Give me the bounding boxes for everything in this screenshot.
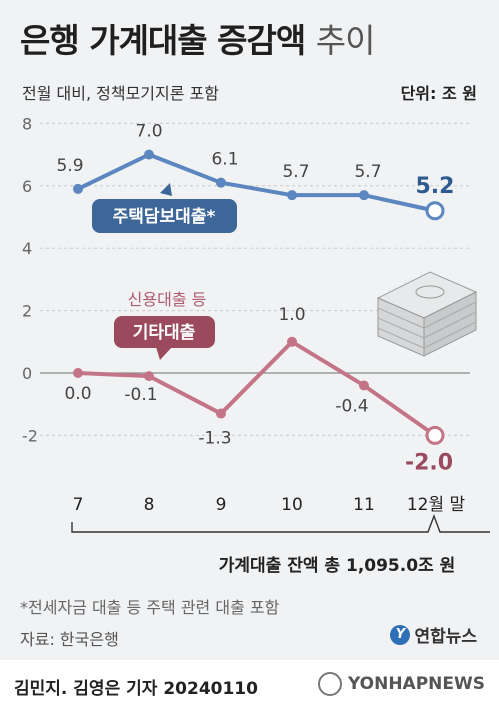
watermark-text: YONHAPNEWS — [347, 674, 485, 694]
brand-logo-mark: Y 연합뉴스 — [390, 622, 477, 647]
series-line — [77, 339, 437, 438]
data-label: -0.4 — [335, 396, 368, 416]
data-point — [144, 371, 154, 382]
data-point — [144, 149, 154, 160]
data-point — [73, 368, 83, 378]
series-line — [77, 152, 436, 213]
y-tick-label: 6 — [22, 177, 32, 196]
x-tick-label: 8 — [144, 495, 155, 515]
data-label: -0.1 — [124, 385, 157, 405]
data-point — [216, 177, 226, 188]
y-tick-label: -2 — [22, 426, 38, 445]
data-point — [73, 183, 83, 194]
line-chart: 8 6 4 2 0 -2 7 8 9 10 11 12월 말 5.9 7.0 6.1 5.7 5.7 5.2 0… — [22, 114, 490, 576]
x-tick-label: 10 — [281, 495, 303, 515]
x-tick-label: 9 — [216, 495, 227, 515]
data-label: 5.7 — [282, 162, 309, 182]
legend-other-label: 기타대출 — [133, 323, 196, 343]
series-points — [73, 149, 445, 445]
grid-lines — [40, 122, 470, 436]
balance-annotation: 가계대출 잔액 총 1,095.0조 원 — [71, 514, 490, 576]
bottom-bar — [0, 660, 499, 708]
y-tick-label: 2 — [22, 302, 32, 321]
y-tick-label: 4 — [22, 239, 32, 258]
x-tick-label: 11 — [353, 495, 375, 515]
chart-subtitle: 전월 대비, 정책모기지론 포함 — [22, 84, 219, 103]
legend-other-caption: 신용대출 등 — [128, 290, 207, 309]
yonhap-logo-icon: Y — [390, 624, 411, 645]
reporter-credit: 김민지. 김영은 기자 20240110 — [14, 679, 258, 699]
money-stack-illustration — [376, 271, 478, 357]
chart-title: 은행 가계대출 증감액 추이 — [20, 14, 376, 62]
data-label: 5.2 — [416, 174, 455, 199]
y-tick-label: 0 — [22, 364, 32, 383]
data-label: 1.0 — [278, 305, 305, 325]
source-label: 자료: 한국은행 — [20, 630, 119, 649]
data-point — [425, 201, 445, 221]
y-tick-label: 8 — [22, 114, 32, 133]
watermark: YONHAPNEWS — [317, 672, 485, 696]
data-label: 0.0 — [64, 384, 91, 404]
data-point — [425, 425, 445, 445]
series-data-labels: 5.9 7.0 6.1 5.7 5.7 5.2 0.0 -0.1 -1.3 1.0 -0.4 -2.0 — [56, 122, 454, 476]
data-point — [359, 190, 369, 201]
data-label: -1.3 — [198, 429, 231, 449]
watermark-logo-icon — [317, 672, 342, 696]
y-tick-labels: 8 6 4 2 0 -2 — [22, 114, 38, 445]
footnote: *전세자금 대출 등 주택 관련 대출 포함 — [20, 598, 280, 617]
legend-housing: 주택담보대출* — [92, 183, 237, 233]
data-label: 5.7 — [354, 162, 381, 182]
title-main: 은행 가계대출 증감액 — [20, 21, 306, 60]
legend-other: 신용대출 등 기타대출 — [114, 290, 215, 360]
title-suffix: 추이 — [315, 21, 376, 60]
data-label: 5.9 — [56, 156, 83, 176]
brand-name: 연합뉴스 — [414, 627, 477, 647]
series-lines — [77, 152, 437, 438]
legend-housing-label: 주택담보대출* — [113, 207, 216, 227]
data-point — [287, 336, 297, 347]
data-label: 6.1 — [211, 150, 238, 170]
unit-label: 단위: 조 원 — [400, 84, 477, 103]
data-label: 7.0 — [135, 122, 162, 142]
data-point — [359, 380, 369, 391]
x-tick-label: 12월 말 — [407, 495, 466, 515]
data-label: -2.0 — [405, 450, 453, 475]
data-point — [216, 408, 226, 419]
balance-annotation-text: 가계대출 잔액 총 1,095.0조 원 — [219, 556, 456, 576]
x-tick-labels: 7 8 9 10 11 12월 말 — [73, 495, 466, 515]
x-tick-label: 7 — [73, 495, 84, 515]
data-point — [287, 190, 297, 201]
